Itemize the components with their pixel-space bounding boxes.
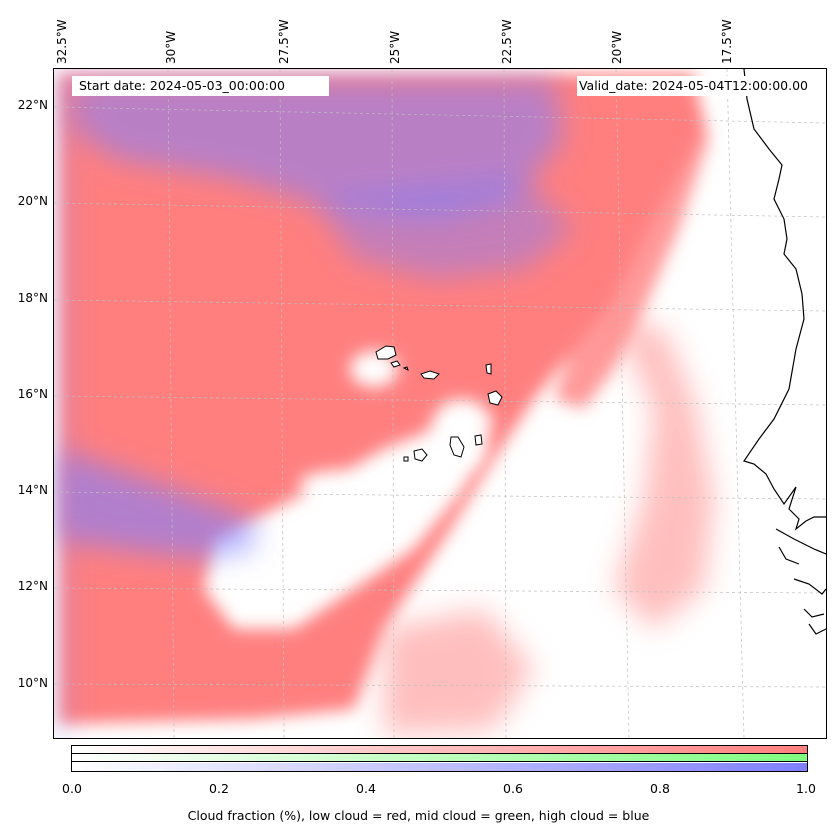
- high-cloud-band-north: [314, 179, 574, 279]
- high-cloud-west-edge: [54, 69, 68, 738]
- high-cloud-north: [74, 79, 564, 219]
- lat-label-12n: 12°N: [17, 579, 48, 593]
- lon-label-25w: 25°W: [388, 30, 402, 64]
- colorbar-mid-cloud: [72, 754, 807, 762]
- colorbar-low-cloud: [72, 746, 807, 754]
- colorbar: [71, 745, 808, 772]
- start-date-label: Start date: 2024-05-03_00:00:00: [72, 76, 329, 96]
- lon-label-27-5w: 27.5°W: [277, 19, 291, 64]
- island-santiago: [449, 436, 465, 458]
- colorbar-high-cloud: [72, 763, 807, 771]
- africa-coastline: [743, 69, 826, 531]
- colorbar-tick-0-2: 0.2: [209, 781, 229, 796]
- island-santa-luzia: [402, 366, 409, 371]
- island-sao-vicente: [390, 360, 401, 368]
- lat-label-14n: 14°N: [17, 483, 48, 497]
- island-brava: [403, 456, 409, 462]
- low-cloud-tongue: [554, 79, 709, 409]
- island-maio: [474, 434, 483, 446]
- lat-label-22n: 22°N: [17, 98, 48, 112]
- colorbar-tick-0: 0.0: [62, 781, 82, 796]
- colorbar-tick-0-4: 0.4: [356, 781, 376, 796]
- low-cloud-fringe: [384, 319, 714, 734]
- island-sal: [485, 363, 492, 375]
- colorbar-caption: Cloud fraction (%), low cloud = red, mid…: [187, 808, 650, 823]
- lat-label-20n: 20°N: [17, 194, 48, 208]
- high-cloud-band-south: [59, 449, 254, 559]
- high-cloud-layer: [54, 69, 574, 738]
- colorbar-tick-0-6: 0.6: [503, 781, 523, 796]
- island-sao-nicolau: [420, 370, 440, 380]
- colorbar-tick-1-0: 1.0: [796, 781, 816, 796]
- lon-label-20w: 20°W: [610, 30, 624, 64]
- island-santo-antao: [375, 345, 397, 360]
- lon-label-22-5w: 22.5°W: [500, 19, 514, 64]
- lon-label-30w: 30°W: [164, 30, 178, 64]
- lat-label-18n: 18°N: [17, 291, 48, 305]
- island-boa-vista: [487, 390, 503, 406]
- lat-label-10n: 10°N: [17, 676, 48, 690]
- valid-date-label: Valid_date: 2024-05-04T12:00:00.00: [576, 76, 808, 96]
- graticule: [54, 69, 826, 738]
- map-canvas: [54, 69, 826, 738]
- coastlines: [743, 69, 826, 635]
- colorbar-tick-0-8: 0.8: [650, 781, 670, 796]
- island-fogo: [413, 448, 428, 462]
- lon-label-32-5w: 32.5°W: [55, 19, 69, 64]
- cape-verde-islands: [375, 345, 503, 462]
- lon-label-17-5w: 17.5°W: [720, 19, 734, 64]
- cloud-fraction-map: Start date: 2024-05-03_00:00:00 Valid_da…: [53, 68, 827, 739]
- lat-label-16n: 16°N: [17, 387, 48, 401]
